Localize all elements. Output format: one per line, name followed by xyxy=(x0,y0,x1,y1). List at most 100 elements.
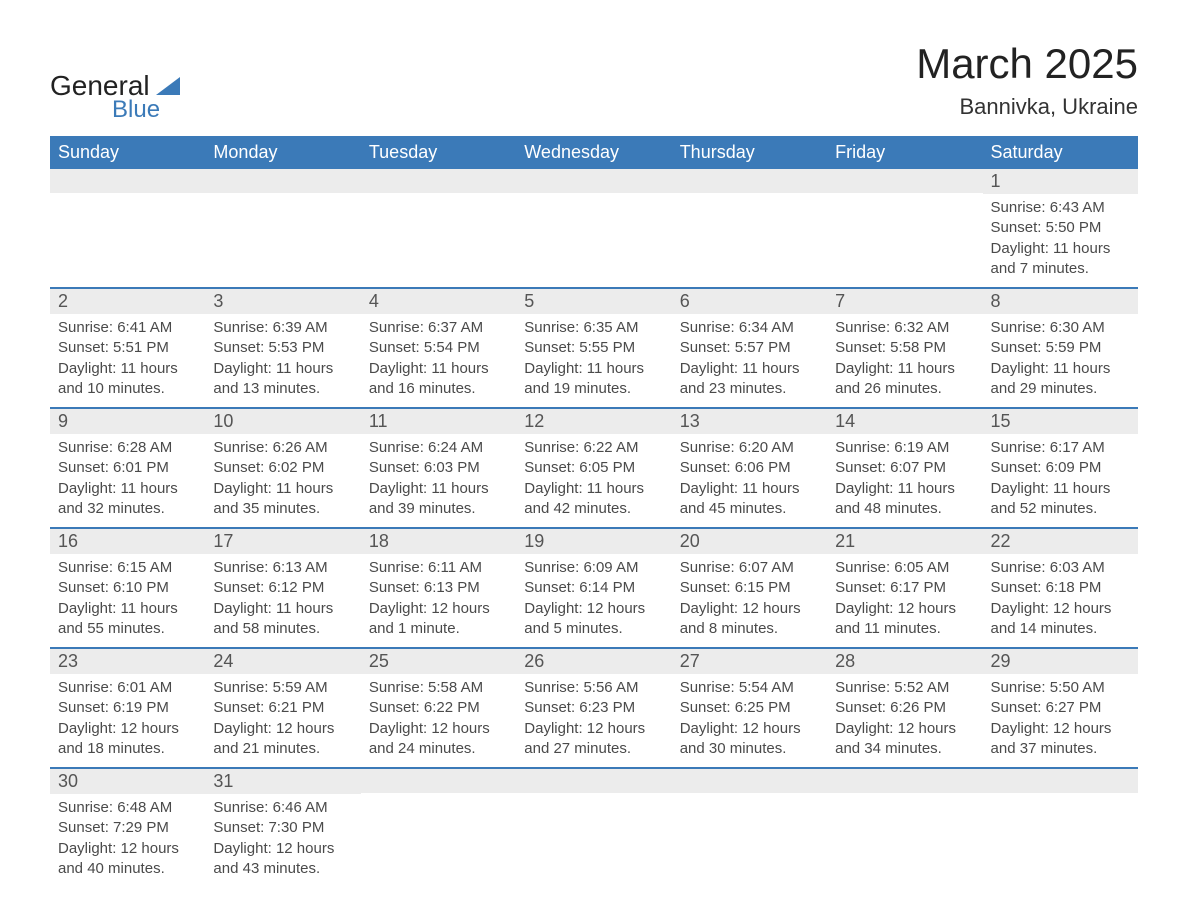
day-number: 16 xyxy=(50,529,205,554)
day-content: Sunrise: 6:24 AMSunset: 6:03 PMDaylight:… xyxy=(361,434,516,527)
day-info-line: Sunrise: 6:03 AM xyxy=(991,558,1130,578)
calendar-day-cell: 4Sunrise: 6:37 AMSunset: 5:54 PMDaylight… xyxy=(361,288,516,408)
calendar-day-cell xyxy=(516,768,671,887)
day-info-line: Sunrise: 6:34 AM xyxy=(680,318,819,338)
day-info-line: Daylight: 11 hours xyxy=(369,479,508,499)
calendar-day-cell xyxy=(361,169,516,288)
day-number xyxy=(827,769,982,793)
calendar-day-cell xyxy=(672,169,827,288)
day-content xyxy=(361,793,516,805)
day-content: Sunrise: 6:11 AMSunset: 6:13 PMDaylight:… xyxy=(361,554,516,647)
day-info-line: Daylight: 11 hours xyxy=(991,479,1130,499)
day-content: Sunrise: 6:07 AMSunset: 6:15 PMDaylight:… xyxy=(672,554,827,647)
day-info-line: and 40 minutes. xyxy=(58,859,197,879)
day-info-line: and 24 minutes. xyxy=(369,739,508,759)
logo-triangle-icon xyxy=(156,77,180,95)
day-info-line: Sunset: 6:14 PM xyxy=(524,578,663,598)
day-number xyxy=(361,169,516,193)
calendar-day-cell: 30Sunrise: 6:48 AMSunset: 7:29 PMDayligh… xyxy=(50,768,205,887)
day-info-line: and 5 minutes. xyxy=(524,619,663,639)
day-info-line: and 42 minutes. xyxy=(524,499,663,519)
calendar-day-cell: 19Sunrise: 6:09 AMSunset: 6:14 PMDayligh… xyxy=(516,528,671,648)
day-info-line: Sunset: 6:03 PM xyxy=(369,458,508,478)
day-info-line: Sunset: 6:27 PM xyxy=(991,698,1130,718)
calendar-day-cell: 9Sunrise: 6:28 AMSunset: 6:01 PMDaylight… xyxy=(50,408,205,528)
day-of-week-header: Saturday xyxy=(983,136,1138,169)
day-number: 7 xyxy=(827,289,982,314)
day-info-line: Daylight: 11 hours xyxy=(991,239,1130,259)
day-number: 25 xyxy=(361,649,516,674)
day-info-line: Sunrise: 5:50 AM xyxy=(991,678,1130,698)
day-info-line: Sunrise: 6:09 AM xyxy=(524,558,663,578)
day-info-line: Sunrise: 5:56 AM xyxy=(524,678,663,698)
day-content: Sunrise: 6:09 AMSunset: 6:14 PMDaylight:… xyxy=(516,554,671,647)
day-info-line: Daylight: 11 hours xyxy=(58,599,197,619)
day-number xyxy=(983,769,1138,793)
day-number: 24 xyxy=(205,649,360,674)
day-info-line: and 37 minutes. xyxy=(991,739,1130,759)
day-info-line: and 19 minutes. xyxy=(524,379,663,399)
day-number: 6 xyxy=(672,289,827,314)
day-info-line: and 11 minutes. xyxy=(835,619,974,639)
day-content: Sunrise: 6:19 AMSunset: 6:07 PMDaylight:… xyxy=(827,434,982,527)
calendar-day-cell xyxy=(827,169,982,288)
calendar-day-cell: 26Sunrise: 5:56 AMSunset: 6:23 PMDayligh… xyxy=(516,648,671,768)
day-number xyxy=(50,169,205,193)
day-content: Sunrise: 6:03 AMSunset: 6:18 PMDaylight:… xyxy=(983,554,1138,647)
calendar-table: SundayMondayTuesdayWednesdayThursdayFrid… xyxy=(50,136,1138,887)
day-info-line: Sunset: 5:50 PM xyxy=(991,218,1130,238)
day-info-line: Sunset: 5:59 PM xyxy=(991,338,1130,358)
day-info-line: Sunset: 5:57 PM xyxy=(680,338,819,358)
calendar-day-cell: 21Sunrise: 6:05 AMSunset: 6:17 PMDayligh… xyxy=(827,528,982,648)
day-info-line: and 32 minutes. xyxy=(58,499,197,519)
day-number xyxy=(672,769,827,793)
location-subtitle: Bannivka, Ukraine xyxy=(916,94,1138,120)
day-info-line: Daylight: 11 hours xyxy=(58,359,197,379)
day-number: 19 xyxy=(516,529,671,554)
day-info-line: and 21 minutes. xyxy=(213,739,352,759)
calendar-week-row: 1Sunrise: 6:43 AMSunset: 5:50 PMDaylight… xyxy=(50,169,1138,288)
day-info-line: Sunrise: 5:54 AM xyxy=(680,678,819,698)
calendar-day-cell: 12Sunrise: 6:22 AMSunset: 6:05 PMDayligh… xyxy=(516,408,671,528)
day-info-line: Daylight: 12 hours xyxy=(991,719,1130,739)
day-content: Sunrise: 6:26 AMSunset: 6:02 PMDaylight:… xyxy=(205,434,360,527)
header: General Blue March 2025 Bannivka, Ukrain… xyxy=(50,40,1138,124)
calendar-day-cell: 25Sunrise: 5:58 AMSunset: 6:22 PMDayligh… xyxy=(361,648,516,768)
day-info-line: and 1 minute. xyxy=(369,619,508,639)
day-number xyxy=(205,169,360,193)
day-number: 12 xyxy=(516,409,671,434)
day-content: Sunrise: 5:56 AMSunset: 6:23 PMDaylight:… xyxy=(516,674,671,767)
day-info-line: and 29 minutes. xyxy=(991,379,1130,399)
day-info-line: Daylight: 11 hours xyxy=(835,359,974,379)
day-info-line: Daylight: 12 hours xyxy=(58,719,197,739)
day-info-line: and 48 minutes. xyxy=(835,499,974,519)
day-info-line: and 27 minutes. xyxy=(524,739,663,759)
day-info-line: Sunset: 6:13 PM xyxy=(369,578,508,598)
day-info-line: and 35 minutes. xyxy=(213,499,352,519)
day-info-line: Daylight: 12 hours xyxy=(835,719,974,739)
day-info-line: and 39 minutes. xyxy=(369,499,508,519)
day-content: Sunrise: 5:59 AMSunset: 6:21 PMDaylight:… xyxy=(205,674,360,767)
calendar-week-row: 9Sunrise: 6:28 AMSunset: 6:01 PMDaylight… xyxy=(50,408,1138,528)
day-info-line: Daylight: 11 hours xyxy=(213,359,352,379)
day-info-line: and 8 minutes. xyxy=(680,619,819,639)
calendar-day-cell: 29Sunrise: 5:50 AMSunset: 6:27 PMDayligh… xyxy=(983,648,1138,768)
day-of-week-header: Tuesday xyxy=(361,136,516,169)
calendar-day-cell: 3Sunrise: 6:39 AMSunset: 5:53 PMDaylight… xyxy=(205,288,360,408)
day-number xyxy=(516,169,671,193)
day-content: Sunrise: 6:13 AMSunset: 6:12 PMDaylight:… xyxy=(205,554,360,647)
day-content: Sunrise: 6:37 AMSunset: 5:54 PMDaylight:… xyxy=(361,314,516,407)
day-content xyxy=(672,193,827,205)
day-info-line: Daylight: 11 hours xyxy=(213,599,352,619)
day-info-line: Sunset: 6:01 PM xyxy=(58,458,197,478)
day-number: 5 xyxy=(516,289,671,314)
day-content: Sunrise: 5:50 AMSunset: 6:27 PMDaylight:… xyxy=(983,674,1138,767)
day-info-line: Daylight: 12 hours xyxy=(369,599,508,619)
logo: General Blue xyxy=(50,40,180,124)
day-number: 27 xyxy=(672,649,827,674)
day-content: Sunrise: 6:15 AMSunset: 6:10 PMDaylight:… xyxy=(50,554,205,647)
day-content: Sunrise: 6:28 AMSunset: 6:01 PMDaylight:… xyxy=(50,434,205,527)
day-of-week-header: Thursday xyxy=(672,136,827,169)
day-number: 30 xyxy=(50,769,205,794)
day-content xyxy=(50,193,205,205)
